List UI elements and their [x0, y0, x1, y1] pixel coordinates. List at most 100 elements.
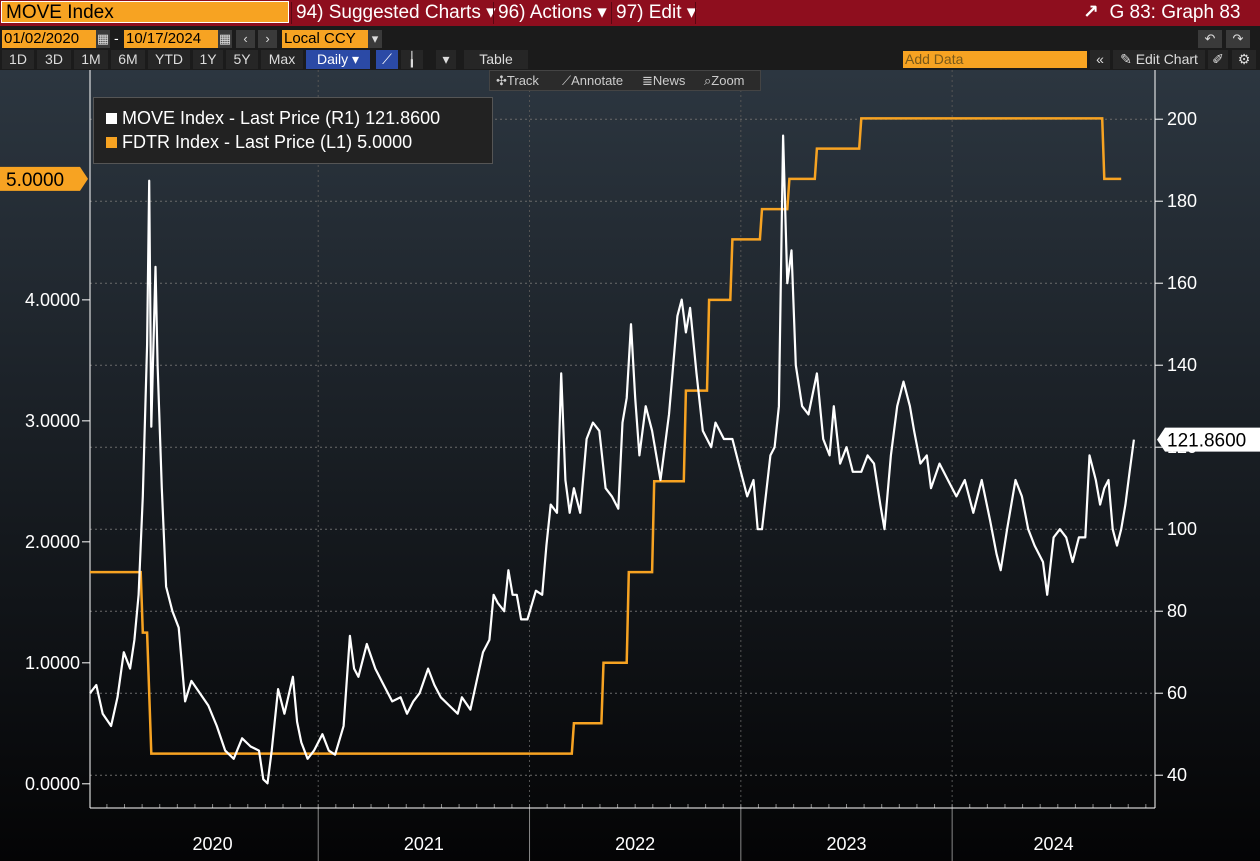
suggested-charts-label: 94) Suggested Charts	[296, 2, 481, 23]
caret-down-icon: ▾	[686, 2, 697, 23]
period-max[interactable]: Max	[261, 50, 303, 69]
chart-background	[0, 70, 1260, 861]
news-tool[interactable]: ≣ News	[642, 73, 686, 88]
start-date-field[interactable]: 01/02/2020	[2, 30, 96, 48]
right-tick-label: 200	[1167, 109, 1197, 129]
caret-down-icon[interactable]: ▾	[436, 50, 456, 69]
right-tick-label: 140	[1167, 355, 1197, 375]
date-range-bar: 01/02/2020 ▦ - 10/17/2024 ▦ ‹ › Local CC…	[0, 26, 1260, 50]
chevron-left-icon[interactable]: ‹	[236, 30, 255, 48]
legend-item-move[interactable]: MOVE Index - Last Price (R1) 121.8600	[106, 108, 440, 129]
caret-down-icon: ▾	[486, 2, 496, 23]
collapse-icon[interactable]: «	[1090, 50, 1110, 69]
right-tick-label: 180	[1167, 191, 1197, 211]
left-tick-label: 4.0000	[25, 290, 80, 310]
right-tick-label: 80	[1167, 601, 1187, 621]
actions-button[interactable]: 96) Actions ▾	[498, 0, 607, 26]
chart-canvas[interactable]: 0.0000 1.0000 2.0000 3.0000 4.0000 40 60 80 100…	[0, 70, 1260, 861]
graph-title: G 83: Graph 83	[1109, 2, 1241, 23]
fdtr-last-label: 5.0000	[6, 170, 64, 191]
undo-icon[interactable]: ↶	[1198, 30, 1222, 48]
legend-text: FDTR Index - Last Price (L1) 5.0000	[122, 132, 413, 152]
legend-text: MOVE Index - Last Price (R1) 121.8600	[122, 108, 441, 128]
right-tick-label: 60	[1167, 683, 1187, 703]
edit-button[interactable]: 97) Edit ▾	[616, 0, 696, 26]
gridlines	[90, 70, 1155, 808]
period-1d[interactable]: 1D	[2, 50, 34, 69]
move-last-label: 121.8600	[1167, 431, 1246, 452]
zoom-label: Zoom	[711, 73, 745, 88]
last-value-labels: 5.0000 121.8600	[0, 166, 1260, 452]
edit-template-icon[interactable]: ✐	[1208, 50, 1228, 69]
legend-swatch	[106, 113, 117, 124]
ticker-input[interactable]: MOVE Index	[1, 1, 289, 23]
gear-icon[interactable]: ⚙	[1232, 50, 1256, 69]
chart-tools: ✣ Track ⟋ Annotate ≣ News ⌕ Zoom	[489, 70, 761, 91]
edit-label: 97) Edit	[616, 2, 682, 23]
x-tick-label: 2023	[826, 834, 866, 854]
x-axis-labels: 2020 2021 2022 2023 2024	[193, 834, 1074, 854]
frequency-select[interactable]: Daily ▾	[306, 50, 370, 69]
frequency-label: Daily	[316, 51, 349, 67]
edit-chart-label: Edit Chart	[1135, 51, 1198, 67]
right-tick-label: 160	[1167, 273, 1197, 293]
fdtr-last-box	[0, 166, 88, 191]
currency-select[interactable]: Local CCY	[282, 30, 368, 48]
period-5y[interactable]: 5Y	[226, 50, 258, 69]
annotate-tool[interactable]: ⟋ Annotate	[562, 73, 624, 88]
caret-down-icon[interactable]: ▾	[368, 30, 382, 48]
annotate-label: Annotate	[571, 73, 624, 88]
candlestick-icon[interactable]: ╽	[401, 50, 423, 69]
legend-swatch	[106, 137, 117, 148]
edit-chart-button[interactable]: ✎ Edit Chart	[1113, 50, 1205, 69]
x-tick-label: 2021	[404, 834, 444, 854]
calendar-icon[interactable]: ▦	[218, 30, 232, 48]
line-chart-icon[interactable]: ⟋	[376, 50, 398, 69]
caret-down-icon: ▾	[351, 51, 360, 67]
pencil-icon: ✎	[1120, 51, 1132, 67]
move-last-box	[1157, 427, 1260, 452]
add-data-input[interactable]: Add Data	[903, 51, 1087, 68]
end-date-field[interactable]: 10/17/2024	[124, 30, 218, 48]
separator	[291, 2, 292, 24]
series-lines	[89, 117, 1135, 785]
left-tick-label: 1.0000	[25, 653, 80, 673]
period-bar: 1D 3D 1M 6M YTD 1Y 5Y Max Daily ▾ ⟋ ╽ ▾ …	[0, 50, 1260, 70]
axes	[82, 70, 1163, 861]
right-tick-label: 100	[1167, 519, 1197, 539]
news-label: News	[652, 73, 686, 88]
zoom-tool[interactable]: ⌕ Zoom	[704, 73, 745, 88]
caret-down-icon: ▾	[597, 2, 607, 23]
track-tool[interactable]: ✣ Track	[496, 73, 539, 88]
left-axis-labels: 0.0000 1.0000 2.0000 3.0000 4.0000	[25, 290, 80, 794]
track-label: Track	[506, 73, 539, 88]
left-tick-label: 0.0000	[25, 774, 80, 794]
separator	[493, 2, 494, 24]
table-button[interactable]: Table	[464, 50, 528, 69]
chevron-right-icon[interactable]: ›	[258, 30, 277, 48]
period-1y[interactable]: 1Y	[193, 50, 223, 69]
external-link-icon: ↗	[1083, 2, 1099, 23]
left-tick-label: 2.0000	[25, 532, 80, 552]
period-ytd[interactable]: YTD	[148, 50, 190, 69]
x-tick-label: 2020	[193, 834, 233, 854]
command-bar: MOVE Index 94) Suggested Charts ▾ 96) Ac…	[0, 0, 1260, 26]
separator	[611, 2, 612, 24]
x-tick-label: 2022	[615, 834, 655, 854]
move-line	[89, 134, 1135, 785]
calendar-icon[interactable]: ▦	[96, 30, 110, 48]
actions-label: 96) Actions	[498, 2, 592, 23]
period-3d[interactable]: 3D	[37, 50, 71, 69]
separator	[695, 2, 696, 24]
period-6m[interactable]: 6M	[111, 50, 145, 69]
right-tick-label: 40	[1167, 765, 1187, 785]
redo-icon[interactable]: ↷	[1226, 30, 1250, 48]
legend-item-fdtr[interactable]: FDTR Index - Last Price (L1) 5.0000	[106, 132, 412, 153]
x-tick-label: 2024	[1034, 834, 1074, 854]
graph-launch-button[interactable]: ↗ G 83: Graph 83	[1083, 0, 1240, 26]
suggested-charts-button[interactable]: 94) Suggested Charts ▾	[296, 0, 496, 26]
date-dash: -	[114, 30, 119, 46]
period-1m[interactable]: 1M	[74, 50, 108, 69]
left-tick-label: 3.0000	[25, 411, 80, 431]
chart-legend: MOVE Index - Last Price (R1) 121.8600 FD…	[93, 97, 493, 164]
